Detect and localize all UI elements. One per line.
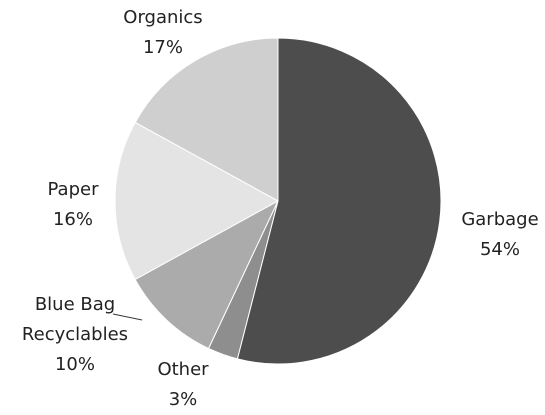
value-label: 17% [142,37,183,58]
category-label: Other [157,359,209,380]
pie-slice [134,37,279,202]
slice-label: Organics 17% [108,3,218,63]
category-label: Paper [47,179,99,200]
value-label: 16% [52,209,93,230]
category-label: Garbage [461,209,539,230]
value-label: 10% [54,354,95,375]
pie-slice [114,121,280,281]
slice-label: Garbage 54% [440,205,545,265]
category-label: Blue Bag Recyclables [21,294,129,345]
slice-label: Paper 16% [28,175,118,235]
slice-label: Other 3% [143,355,223,415]
category-label: Organics [123,7,203,28]
leader-line [112,313,143,321]
pie-slice [236,37,442,365]
pie-slice [134,199,280,350]
value-label: 3% [168,389,198,410]
value-label: 54% [479,239,520,260]
slice-label: Blue Bag Recyclables 10% [10,290,140,380]
